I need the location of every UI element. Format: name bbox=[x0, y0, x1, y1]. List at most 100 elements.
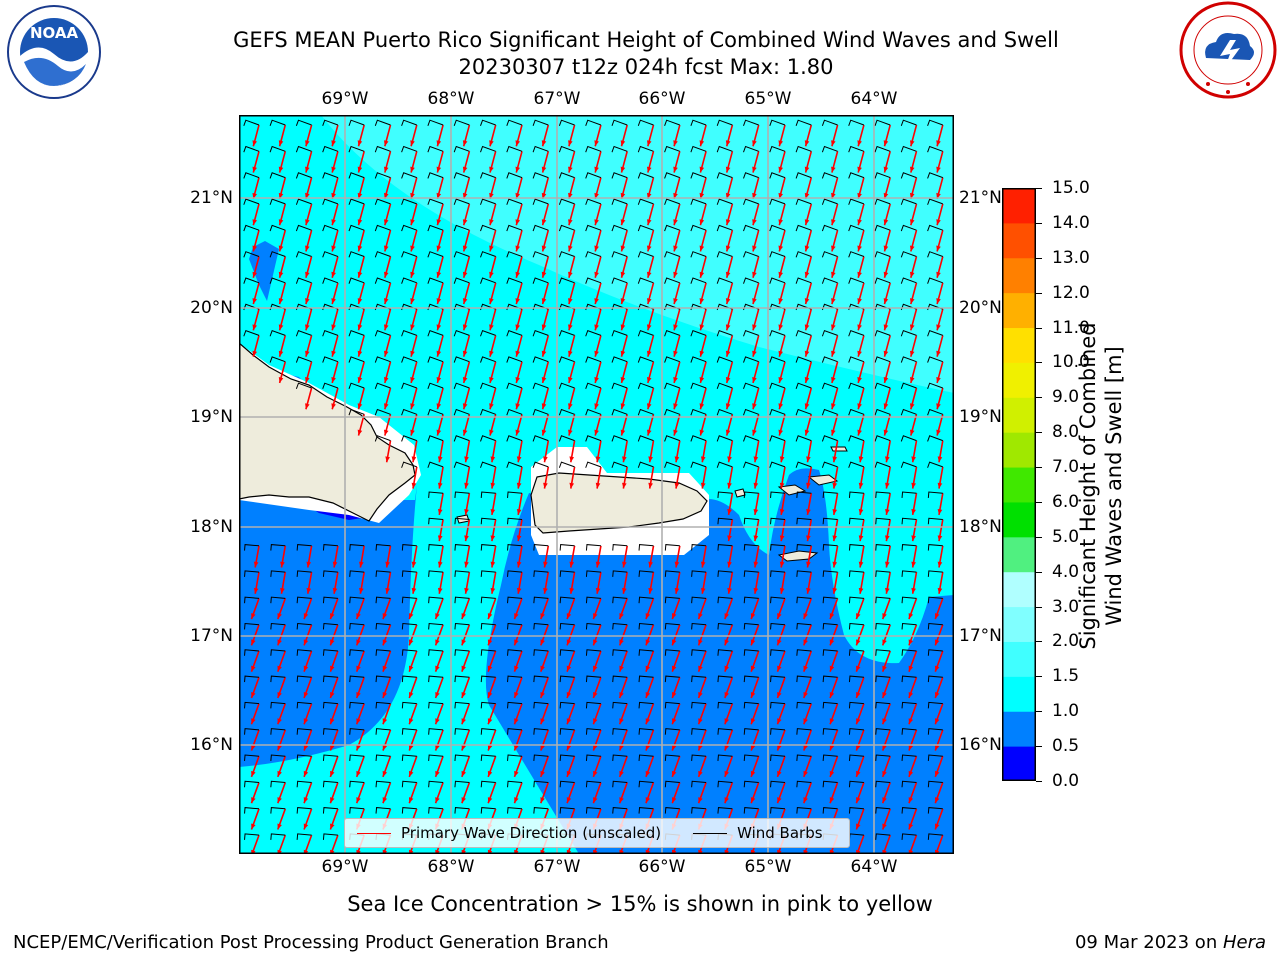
wave-direction-arrowhead bbox=[566, 744, 572, 751]
colorbar-tick-mark bbox=[1036, 571, 1042, 573]
wind-barb bbox=[269, 329, 286, 337]
wind-barb bbox=[848, 544, 864, 551]
wind-barb bbox=[638, 649, 654, 656]
wind-barb bbox=[401, 277, 417, 284]
wave-direction-arrowhead bbox=[831, 271, 836, 278]
wave-direction-arrowhead bbox=[303, 744, 309, 751]
wind-barb bbox=[480, 408, 496, 416]
wave-direction-arrowhead bbox=[357, 271, 363, 278]
lon-tick-bottom: 64°W bbox=[850, 857, 898, 877]
wind-barb bbox=[374, 172, 391, 179]
wind-barb bbox=[480, 570, 496, 577]
wave-direction-arrowhead bbox=[750, 665, 756, 672]
wave-direction-arrowhead bbox=[829, 718, 835, 725]
wave-direction-arrowhead bbox=[514, 665, 519, 672]
wave-direction-arrowhead bbox=[487, 639, 493, 646]
wave-direction-arrowhead bbox=[934, 665, 940, 672]
wave-direction-arrowhead bbox=[620, 140, 626, 147]
wind-barb bbox=[296, 728, 312, 735]
wind-barb bbox=[716, 277, 733, 284]
wave-direction-arrowhead bbox=[543, 587, 548, 594]
wind-barb bbox=[558, 408, 575, 416]
wave-direction-arrowhead bbox=[436, 140, 442, 147]
wind-barb bbox=[585, 172, 602, 179]
wave-direction-arrowhead bbox=[462, 324, 468, 331]
wind-barb bbox=[296, 833, 312, 840]
wind-barb bbox=[296, 649, 312, 656]
wind-barb bbox=[480, 461, 496, 468]
wave-direction-arrowhead bbox=[832, 456, 838, 463]
wave-direction-arrowhead bbox=[252, 245, 257, 252]
wind-barb bbox=[743, 622, 759, 630]
wave-direction-arrowhead bbox=[882, 744, 887, 751]
wave-direction-arrowhead bbox=[277, 744, 282, 751]
wind-barb bbox=[664, 224, 680, 232]
wind-barb bbox=[901, 570, 917, 577]
wind-barb bbox=[716, 408, 733, 416]
wind-barb bbox=[244, 649, 260, 656]
wave-direction-arrowhead bbox=[251, 770, 256, 777]
wind-barb bbox=[716, 172, 733, 179]
wind-barb bbox=[637, 172, 654, 179]
wave-direction-arrowhead bbox=[620, 166, 626, 173]
wind-barb bbox=[795, 435, 812, 442]
wind-barb bbox=[848, 675, 864, 683]
wind-barb bbox=[611, 119, 628, 127]
wind-barb bbox=[558, 145, 575, 153]
wave-direction-arrowhead bbox=[568, 140, 573, 147]
wind-barb bbox=[322, 145, 339, 153]
wind-barb bbox=[558, 356, 575, 363]
wind-barb bbox=[927, 517, 943, 525]
wave-direction-arrowhead bbox=[489, 403, 494, 410]
wind-barb bbox=[637, 382, 654, 390]
wind-barb bbox=[453, 251, 470, 258]
wave-direction-arrowhead bbox=[674, 587, 680, 594]
wave-direction-arrowhead bbox=[436, 324, 442, 331]
wave-direction-arrowhead bbox=[698, 613, 703, 620]
wave-direction-arrowhead bbox=[934, 718, 940, 725]
wind-barb bbox=[322, 277, 339, 284]
wave-direction-arrowhead bbox=[357, 298, 363, 305]
wind-barb bbox=[270, 701, 286, 709]
wave-direction-arrowhead bbox=[331, 166, 336, 173]
wind-barb bbox=[927, 461, 943, 468]
wind-barb bbox=[900, 119, 917, 127]
wind-barb bbox=[795, 224, 812, 232]
wave-direction-arrowhead bbox=[359, 587, 364, 594]
wind-barb-label: Wind Barbs bbox=[737, 824, 823, 842]
wind-barb bbox=[428, 701, 444, 709]
wave-direction-arrowhead bbox=[937, 561, 943, 568]
wind-barb bbox=[585, 728, 601, 735]
wind-barb bbox=[611, 408, 628, 416]
wind-barb bbox=[480, 491, 496, 499]
wave-direction-arrowhead bbox=[619, 691, 624, 698]
wave-direction-arrowhead bbox=[330, 639, 335, 646]
wind-barb bbox=[691, 570, 707, 577]
wind-barb bbox=[453, 277, 470, 284]
wave-direction-arrowhead bbox=[331, 140, 336, 147]
wave-direction-arrowhead bbox=[699, 298, 705, 305]
wave-direction-arrowhead bbox=[278, 166, 284, 173]
wind-barb bbox=[507, 701, 523, 709]
wave-direction-arrowhead bbox=[593, 770, 598, 777]
wave-direction-arrowhead bbox=[462, 429, 468, 436]
wave-direction-arrowhead bbox=[778, 350, 783, 357]
wave-direction-arrowhead bbox=[277, 639, 282, 646]
wind-barb bbox=[507, 675, 523, 683]
wind-barb bbox=[900, 172, 917, 179]
wave-direction-arrowhead bbox=[750, 613, 756, 620]
lat-tick-right: 19°N bbox=[959, 407, 1002, 427]
wave-direction-arrowhead bbox=[305, 140, 310, 147]
wind-barb bbox=[322, 596, 338, 604]
wind-barb bbox=[269, 356, 286, 363]
wind-barb bbox=[480, 780, 496, 788]
wind-barb bbox=[875, 649, 891, 656]
colorbar-tick-mark bbox=[1036, 292, 1042, 294]
wave-direction-arrowhead bbox=[356, 665, 361, 672]
wind-barb bbox=[691, 754, 707, 762]
wave-direction-arrowhead bbox=[909, 324, 915, 331]
wind-barb bbox=[901, 649, 917, 656]
wind-barb bbox=[848, 356, 865, 363]
wind-barb bbox=[454, 675, 470, 683]
colorbar-bin bbox=[1002, 676, 1036, 712]
